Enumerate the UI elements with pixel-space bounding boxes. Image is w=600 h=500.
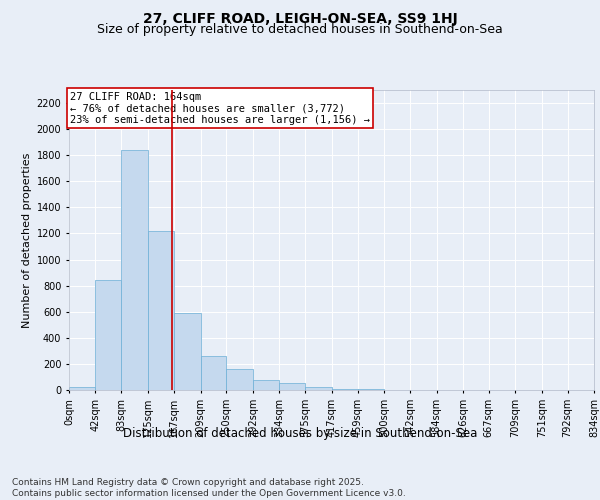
Bar (121, 150, 148, 390)
Bar (174, 313, 200, 390)
Text: Size of property relative to detached houses in Southend-on-Sea: Size of property relative to detached ho… (97, 22, 503, 36)
Text: Contains HM Land Registry data © Crown copyright and database right 2025.
Contai: Contains HM Land Registry data © Crown c… (12, 478, 406, 498)
Y-axis label: Number of detached properties: Number of detached properties (22, 152, 32, 328)
Bar (226, 369, 253, 390)
Text: Distribution of detached houses by size in Southend-on-Sea: Distribution of detached houses by size … (123, 428, 477, 440)
Bar (305, 388, 331, 390)
Bar (253, 380, 279, 390)
Bar (200, 356, 226, 390)
Bar (95, 280, 121, 390)
Bar (279, 384, 305, 390)
Bar (331, 388, 358, 390)
Text: 27, CLIFF ROAD, LEIGH-ON-SEA, SS9 1HJ: 27, CLIFF ROAD, LEIGH-ON-SEA, SS9 1HJ (143, 12, 457, 26)
Text: 27 CLIFF ROAD: 164sqm
← 76% of detached houses are smaller (3,772)
23% of semi-d: 27 CLIFF ROAD: 164sqm ← 76% of detached … (70, 92, 370, 124)
Bar (148, 231, 174, 390)
Bar (69, 388, 95, 390)
